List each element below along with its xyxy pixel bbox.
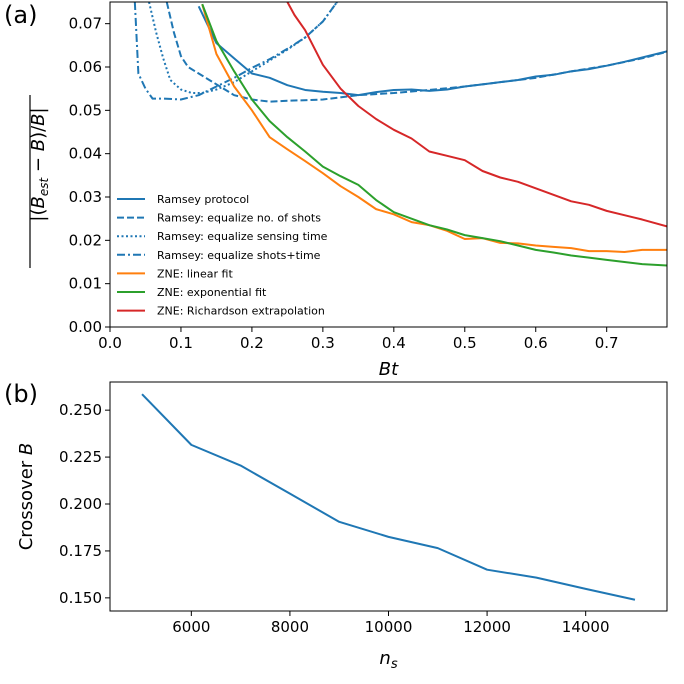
legend-entry-2: Ramsey: equalize sensing time: [157, 230, 328, 243]
series-line-1: [165, 2, 667, 103]
panel-a-label: (a): [4, 1, 37, 29]
y-tick-label: 0.250: [59, 401, 102, 419]
y-tick-label: 0.06: [69, 58, 102, 76]
legend-entry-1: Ramsey: equalize no. of shots: [157, 212, 321, 225]
series-line-5: [201, 3, 667, 267]
legend-entry-3: Ramsey: equalize shots+time: [157, 249, 321, 262]
y-tick-label: 0.175: [59, 542, 102, 560]
x-axis-label: ns: [379, 648, 397, 672]
legend-entry-0: Ramsey protocol: [157, 193, 249, 206]
legend-entry-5: ZNE: exponential fit: [157, 286, 267, 299]
legend-entry-6: ZNE: Richardson extrapolation: [157, 305, 325, 318]
y-tick-label: 0.03: [69, 188, 102, 206]
x-tick-label: 0.2: [240, 334, 264, 352]
series-line-2: [148, 2, 338, 94]
x-tick-label: 6000: [172, 618, 210, 636]
y-tick-label: 0.200: [59, 495, 102, 513]
y-tick-label: 0.01: [69, 275, 102, 293]
x-tick-label: 0.3: [311, 334, 335, 352]
x-tick-label: 12000: [463, 618, 511, 636]
series-line-3: [133, 2, 338, 101]
x-tick-label: 0.0: [98, 334, 122, 352]
series-line-0: [197, 5, 667, 97]
y-tick-label: 0.05: [69, 101, 102, 119]
y-tick-label: 0.02: [69, 231, 102, 249]
plot-frame: [109, 381, 668, 612]
panel-b-label: (b): [4, 380, 38, 408]
x-tick-label: 0.4: [382, 334, 406, 352]
y-tick-label: 0.00: [69, 318, 102, 336]
series-line-0: [141, 393, 636, 601]
y-axis-label: Crossover B: [16, 443, 37, 551]
series-line-6: [286, 2, 667, 228]
x-axis-label: Bt: [379, 359, 399, 380]
chart-a: 0.0 0.1 0.2 0.3 0.4 0.5 0.6 0.7 0.00 0.01 0.02 0.03…: [28, 1, 668, 380]
x-tick-label: 0.7: [595, 334, 619, 352]
x-tick-label: 0.1: [169, 334, 193, 352]
y-tick-label: 0.150: [59, 589, 102, 607]
chart-b: 6000 8000 10000 12000 14000 0.150 0.175 0.200 0.…: [16, 381, 668, 672]
x-tick-label: 10000: [365, 618, 413, 636]
x-tick-label: 14000: [562, 618, 610, 636]
y-tick-label: 0.07: [69, 15, 102, 33]
legend: Ramsey protocol Ramsey: equalize no. of s…: [117, 193, 328, 318]
x-tick-label: 0.6: [524, 334, 548, 352]
y-tick-label: 0.04: [69, 145, 102, 163]
y-axis-label: |(Best − B)/B|: [28, 107, 51, 221]
x-tick-label: 0.5: [453, 334, 477, 352]
x-tick-label: 8000: [271, 618, 309, 636]
legend-entry-4: ZNE: linear fit: [157, 267, 233, 280]
plot-frame: [109, 1, 668, 328]
y-tick-label: 0.225: [59, 448, 102, 466]
